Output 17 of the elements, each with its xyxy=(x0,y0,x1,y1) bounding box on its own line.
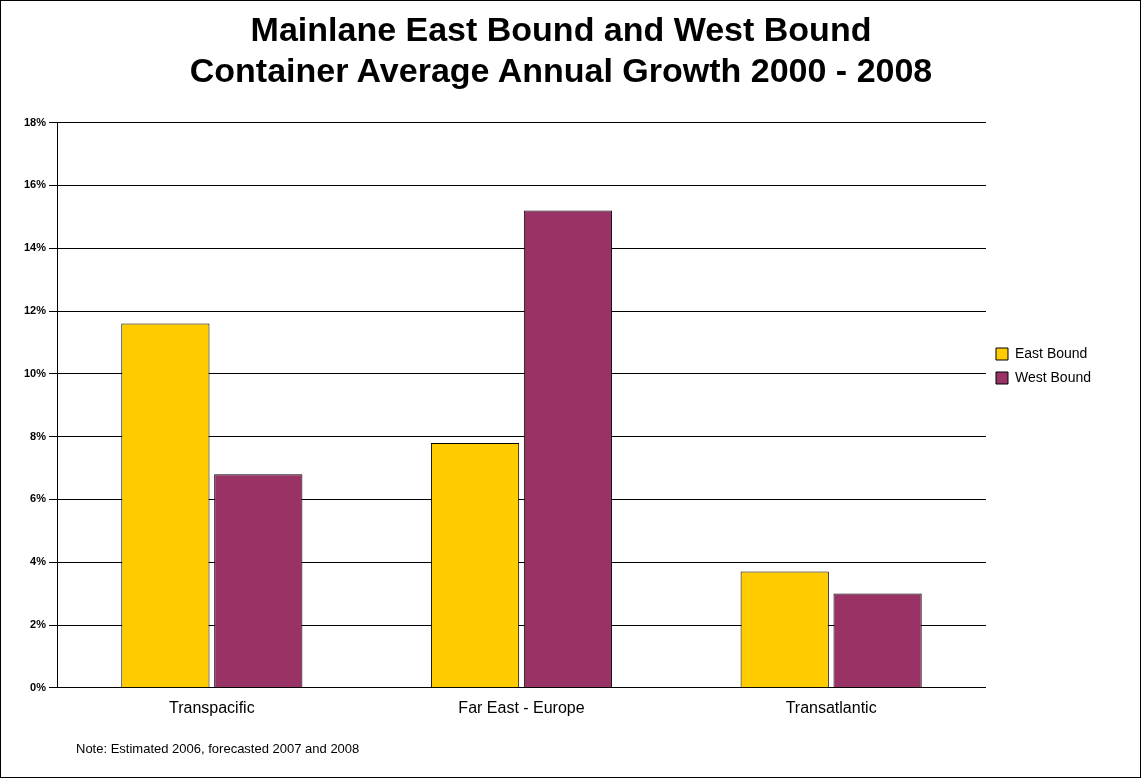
legend-label: West Bound xyxy=(1014,368,1092,385)
y-tick-label: 6% xyxy=(30,492,47,505)
text: Note: Estimated 2006, forecasted 2007 and 2008 xyxy=(76,741,360,756)
chart-title: Mainlane East Bound and West Bound Container Average Annual Growth 2000 - 2008 xyxy=(189,9,933,89)
y-tick-label: 12% xyxy=(23,304,47,317)
y-tick-label: 14% xyxy=(23,241,47,254)
x-tick-label: Far East - Europe xyxy=(458,698,585,716)
x-tick-label: Transatlantic xyxy=(785,698,877,716)
y-tick-label: 8% xyxy=(30,429,47,442)
y-tick-label: 18% xyxy=(23,115,47,128)
y-tick-label: 0% xyxy=(30,680,47,693)
y-tick-label: 16% xyxy=(23,178,47,191)
y-tick-label: 10% xyxy=(23,366,47,379)
y-tick-label: 4% xyxy=(30,555,47,568)
y-tick-label: 2% xyxy=(30,618,47,631)
legend-label: East Bound xyxy=(1014,344,1088,361)
x-tick-label: Transpacific xyxy=(169,698,255,716)
